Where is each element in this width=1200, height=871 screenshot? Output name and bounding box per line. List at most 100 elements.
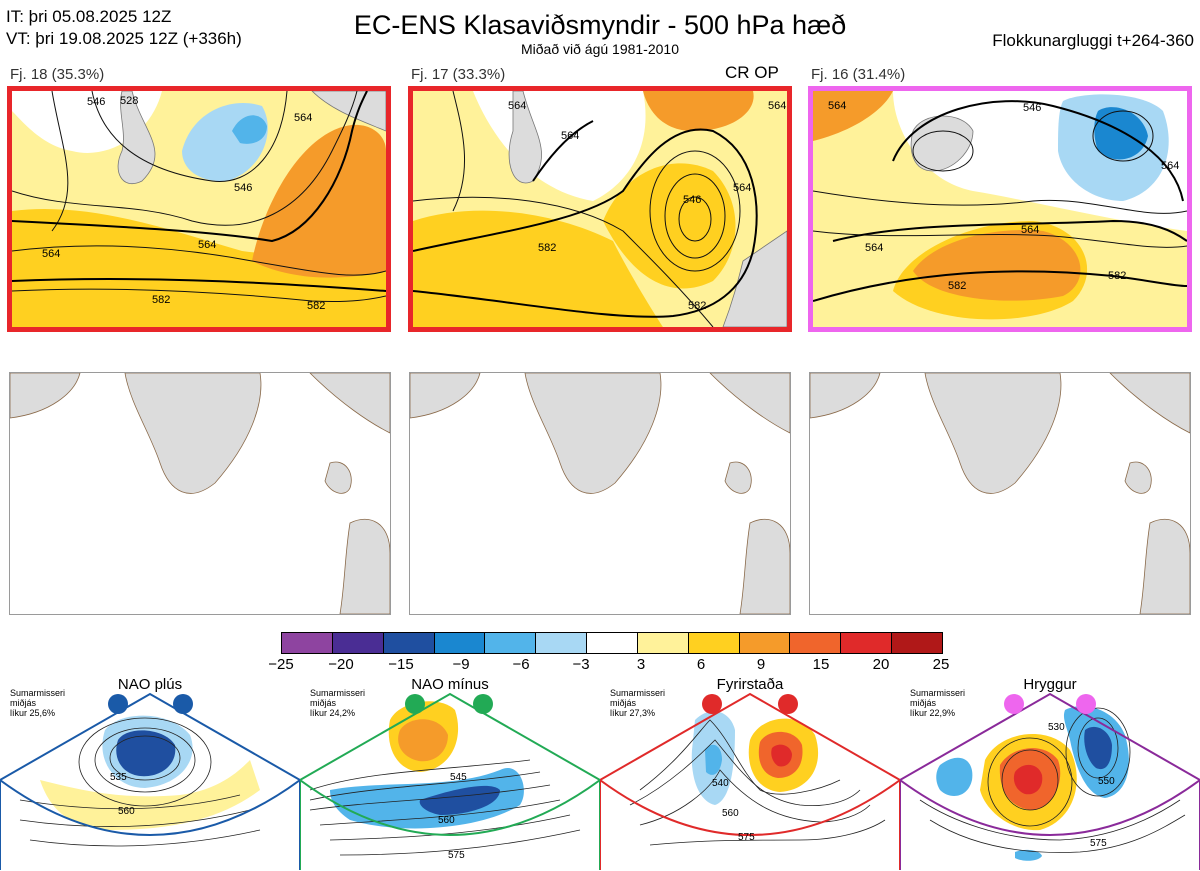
anomaly-positive xyxy=(40,760,260,830)
empty-map-3[interactable] xyxy=(809,372,1191,615)
contour-label: 528 xyxy=(120,95,138,107)
colorbar-cell xyxy=(485,633,537,653)
empty-map-2[interactable] xyxy=(409,372,791,615)
colorbar-tick: −3 xyxy=(572,656,590,673)
colorbar-tick: −6 xyxy=(512,656,530,673)
regime-probability: líkur 27,3% xyxy=(610,708,656,718)
contour-label: 564 xyxy=(865,242,883,254)
regime-probability: líkur 22,9% xyxy=(910,708,956,718)
colorbar-tick: −9 xyxy=(452,656,470,673)
regime-meta: Sumarmisseri miðjás líkur 25,6% xyxy=(10,688,65,718)
height-contours xyxy=(919,707,1186,853)
svalbard xyxy=(1109,373,1190,434)
canada xyxy=(10,373,81,419)
height-contours-bold xyxy=(12,91,386,292)
colorbar-tick: 20 xyxy=(872,656,890,673)
regime-ridge[interactable]: 530 550 575 Hryggur Sumarmisseri miðjás … xyxy=(900,676,1200,870)
regime-blocking[interactable]: 540 560 575 Fyrirstaða Sumarmisseri miðj… xyxy=(600,676,900,870)
anomaly-strong-positive xyxy=(813,91,893,141)
anomaly-max xyxy=(771,744,792,767)
contour-label: 564 xyxy=(1021,224,1039,236)
height-contours-bold xyxy=(413,120,758,318)
colorbar-cell xyxy=(587,633,638,653)
regime-season: Sumarmisseri xyxy=(610,688,666,698)
contour-label: 564 xyxy=(561,130,579,142)
anomaly-strong-positive xyxy=(398,719,448,762)
height-contours xyxy=(813,110,1187,248)
empty-map-1-canvas xyxy=(10,373,390,614)
contour-label: 564 xyxy=(733,182,751,194)
cluster-3-label: Fj. 16 (31.4%) xyxy=(811,66,906,83)
cluster-map-2[interactable]: 564 564 546 564 582 582 564 xyxy=(408,86,792,332)
iceland xyxy=(324,461,352,494)
contour-label: 582 xyxy=(152,294,170,306)
colorbar-tick: −25 xyxy=(268,656,294,673)
contour-label: 560 xyxy=(118,806,135,817)
colorbar-tick: 6 xyxy=(696,656,706,673)
anomaly-strong-positive xyxy=(913,230,1081,301)
colorbar-cell xyxy=(536,633,588,653)
cluster-2-label: Fj. 17 (33.3%) xyxy=(411,66,506,83)
height-contours xyxy=(19,717,261,847)
regime-title: NAO mínus xyxy=(411,676,489,693)
europe xyxy=(339,518,390,614)
contour-label: 564 xyxy=(768,100,786,112)
cluster-map-1[interactable]: 528 546 564 546 564 582 582 564 xyxy=(7,86,391,332)
regime-frame xyxy=(300,779,600,836)
contour-label: 564 xyxy=(1161,160,1179,172)
height-contours-bold xyxy=(813,100,1187,302)
cluster-2-tag: CR OP xyxy=(725,63,779,82)
anomaly-strong-negative xyxy=(1094,107,1148,160)
contour-label: 582 xyxy=(948,280,966,292)
colorbar-tick: 15 xyxy=(812,656,830,673)
contour-label: 564 xyxy=(508,100,526,112)
contour-label: 540 xyxy=(712,778,729,789)
colorbar-tick: −15 xyxy=(388,656,414,673)
contour-label: 560 xyxy=(722,808,739,819)
colorbar-tick: 3 xyxy=(636,656,646,673)
colorbar-cell xyxy=(841,633,893,653)
empty-map-2-canvas xyxy=(410,373,790,614)
contour-label: 582 xyxy=(538,242,556,254)
regime-meta: Sumarmisseri miðjás líkur 22,9% xyxy=(910,688,965,718)
anomaly-negative xyxy=(1015,849,1042,861)
contour-labels: 546 564 564 564 582 582 564 xyxy=(828,100,1179,292)
iceland xyxy=(1124,461,1152,494)
colorbar-cell xyxy=(688,633,740,653)
cluster-map-1-canvas: 528 546 564 546 564 582 582 564 xyxy=(12,91,386,327)
regime-frame xyxy=(900,692,1200,870)
europe xyxy=(1139,518,1190,614)
regime-ridge-canvas: 530 550 575 xyxy=(900,692,1200,870)
colorbar-cell xyxy=(383,633,435,653)
regime-meta: Sumarmisseri miðjás líkur 27,3% xyxy=(610,688,665,718)
contour-label: 546 xyxy=(234,182,252,194)
empty-map-1[interactable] xyxy=(9,372,391,615)
contour-label: 564 xyxy=(42,248,60,260)
greenland xyxy=(524,373,662,494)
svalbard xyxy=(309,373,390,434)
contour-label: 564 xyxy=(828,100,846,112)
anomaly-strong-negative xyxy=(232,115,267,144)
colorbar-cell xyxy=(282,633,333,653)
canada xyxy=(810,373,881,419)
regime-marker xyxy=(173,694,193,714)
anomaly-positive xyxy=(12,209,386,327)
cluster-1-label: Fj. 18 (35.3%) xyxy=(10,66,105,83)
contour-label: 575 xyxy=(738,832,755,843)
regime-nao-minus[interactable]: 545 560 575 NAO mínus Sumarmisseri miðjá… xyxy=(300,676,600,870)
contour-label: 546 xyxy=(683,194,701,206)
regime-nao-plus[interactable]: 535 560 NAO plús Sumarmisseri miðjás lík… xyxy=(0,676,300,870)
colorbar-cell xyxy=(332,633,384,653)
contour-label: 582 xyxy=(688,300,706,312)
cluster-map-3[interactable]: 546 564 564 564 582 582 564 xyxy=(808,86,1192,332)
regime-frame xyxy=(300,692,600,870)
regime-meta: Sumarmisseri miðjás líkur 24,2% xyxy=(310,688,365,718)
regime-season: Sumarmisseri xyxy=(910,688,966,698)
regime-frame xyxy=(900,779,1200,836)
classification-window: Flokkunargluggi t+264-360 xyxy=(992,31,1194,50)
colorbar xyxy=(281,632,943,654)
regime-axis: miðjás xyxy=(910,698,937,708)
regime-frame xyxy=(600,779,900,836)
regime-marker xyxy=(473,694,493,714)
contour-label: 564 xyxy=(198,239,216,251)
